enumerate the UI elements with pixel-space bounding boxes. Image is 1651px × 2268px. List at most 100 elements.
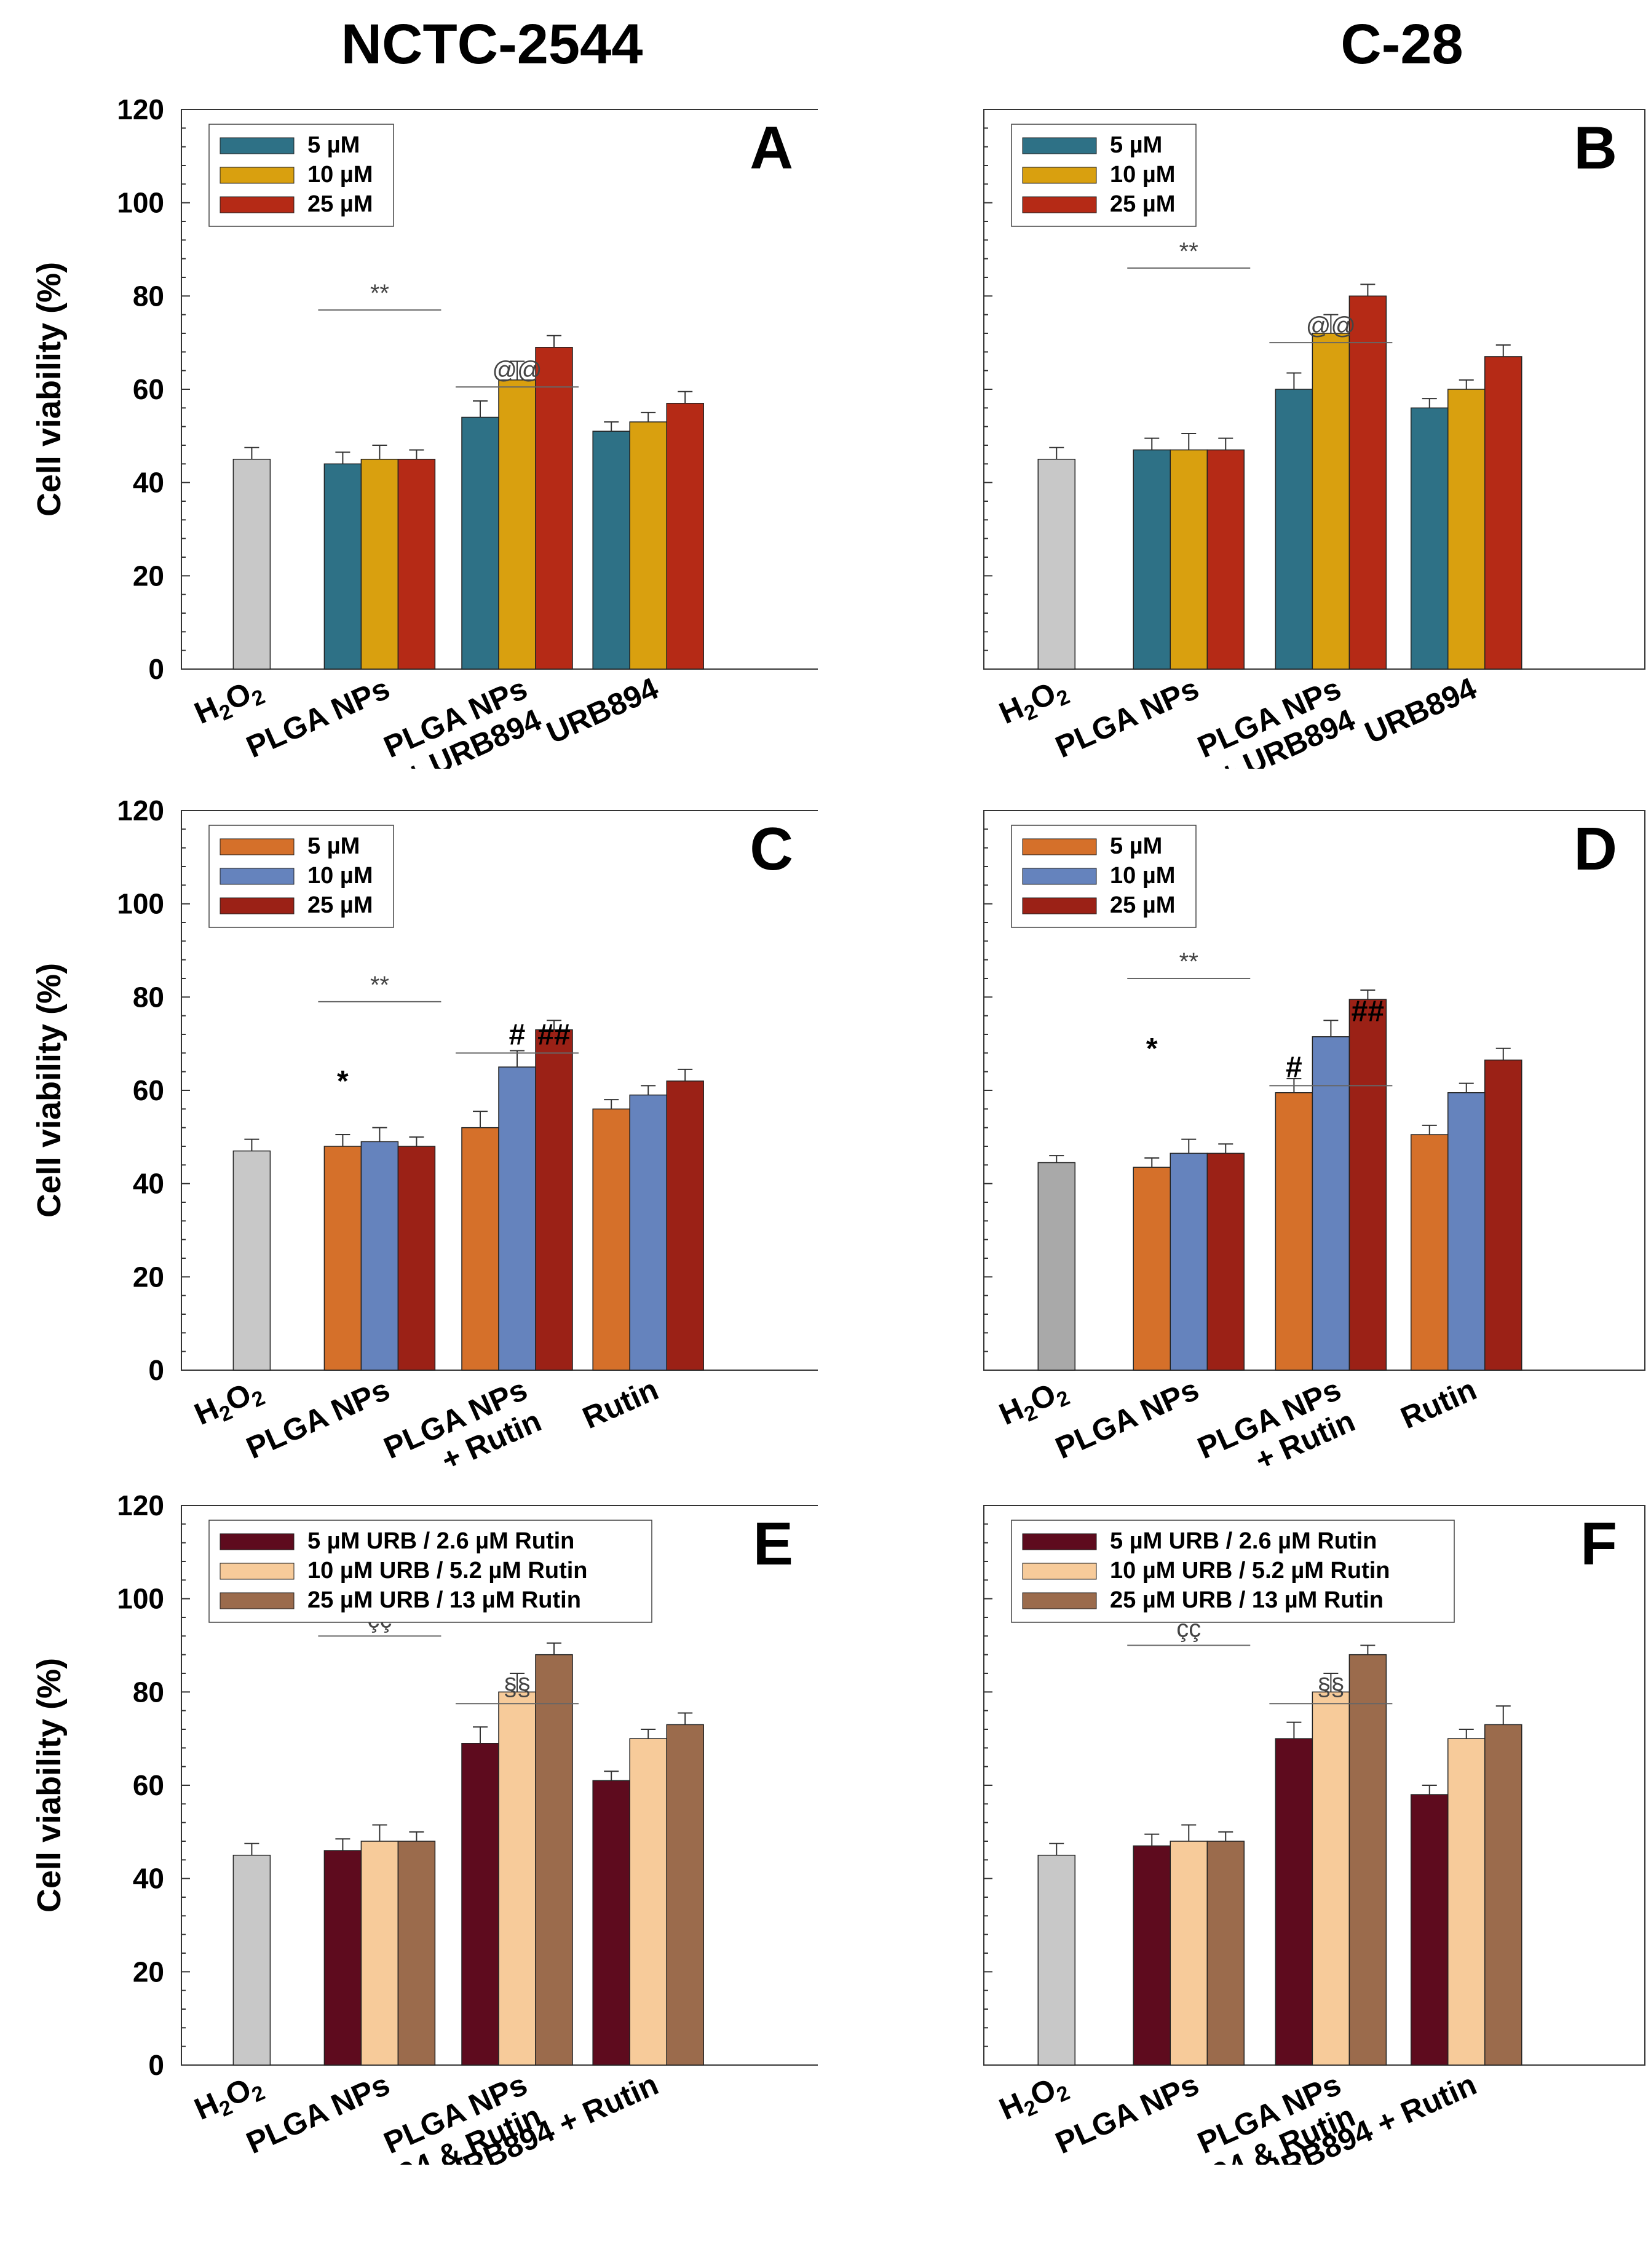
bar-2-3 (535, 1654, 573, 2066)
bar-2-2 (498, 1691, 536, 2066)
significance-marker: ** (1179, 948, 1198, 975)
legend-swatch (1022, 196, 1097, 213)
x-tick-label-group: PLGA NPs (241, 2067, 395, 2160)
legend-swatch (1022, 897, 1097, 914)
y-tick-label: 60 (133, 373, 164, 405)
significance-marker: # (509, 1018, 526, 1051)
legend-label: 25 µM URB / 13 µM Rutin (307, 1587, 581, 1613)
bar-1-1 (1133, 1167, 1171, 1371)
bar-1-3 (1206, 449, 1245, 670)
legend-label: 5 µM URB / 2.6 µM Rutin (307, 1528, 574, 1554)
x-tick-label: H2O2 (994, 671, 1074, 734)
significance-marker: * (337, 1065, 349, 1098)
x-tick-label: PLGA NPs (1050, 2067, 1204, 2160)
legend-swatch (1022, 167, 1097, 184)
x-tick-label-group: PLGA NPs (1050, 2067, 1204, 2160)
bar-1-2 (360, 1841, 399, 2066)
bar-control (1037, 1855, 1075, 2066)
significance-marker: ** (1179, 238, 1198, 265)
bar-1-1 (323, 1850, 362, 2066)
legend-label: 5 µM URB / 2.6 µM Rutin (1110, 1528, 1377, 1554)
legend-swatch (1022, 868, 1097, 885)
x-tick-label: PLGA NPs (241, 1372, 395, 1465)
significance-marker: # (1286, 1051, 1302, 1084)
x-tick-label-group: H2O2 (994, 671, 1074, 734)
x-tick-label-group: PLGA NPs (241, 1372, 395, 1465)
y-tick-label: 100 (117, 1583, 164, 1615)
bar-3-3 (666, 403, 704, 670)
legend-swatch (220, 897, 295, 914)
bar-1-1 (323, 463, 362, 670)
bar-3-2 (629, 1094, 667, 1371)
x-tick-label-group: PLGA NPs+ Rutin (1192, 1372, 1360, 1470)
legend-label: 25 µM (1110, 191, 1175, 217)
chart-panel-b: B ** @@ 5 µM 10 µM 25 µM H2O2 PLGA NPs PLGA NPs +… (830, 86, 1648, 769)
x-tick-label: URB894 (1360, 671, 1481, 750)
bar-3-3 (666, 1080, 704, 1371)
legend-swatch (1022, 1533, 1097, 1550)
legend-swatch (1022, 1592, 1097, 1609)
bar-2-2 (1312, 333, 1350, 670)
bar-2-2 (1312, 1691, 1350, 2066)
x-tick-label-group: PLGA NPs+ URB894 (379, 671, 546, 769)
bar-3-2 (629, 1738, 667, 2066)
legend-swatch (1022, 838, 1097, 855)
bar-2-1 (1275, 1092, 1313, 1371)
legend-label: 25 µM (307, 892, 373, 918)
bar-1-2 (1170, 1152, 1208, 1371)
y-tick-label: 80 (133, 981, 164, 1013)
x-tick-label-group: Rutin (1396, 1372, 1481, 1435)
y-tick-label: 120 (117, 93, 164, 125)
bar-2-3 (1348, 999, 1387, 1371)
bar-2-1 (461, 1127, 499, 1371)
bar-1-2 (1170, 449, 1208, 670)
bar-2-3 (535, 347, 573, 670)
bar-control (1037, 1162, 1075, 1371)
legend-swatch (220, 868, 295, 885)
panel-label: E (753, 1510, 793, 1577)
x-tick-label-group: H2O2 (189, 1372, 269, 1435)
x-tick-label: H2O2 (994, 2067, 1074, 2130)
bar-1-3 (397, 459, 436, 670)
bar-1-1 (1133, 1845, 1171, 2066)
legend-swatch (1022, 137, 1097, 154)
bar-3-1 (1411, 1134, 1449, 1371)
chart-svg-a: 0 20 40 60 80 100 120 Cell viability (%) A ** @@ 5 … (31, 93, 818, 769)
x-tick-label-group: URB894 (542, 671, 663, 750)
x-tick-label-group: H2O2 (189, 671, 269, 734)
panel-label: B (1574, 114, 1617, 181)
bar-1-2 (360, 459, 399, 670)
significance-marker: §§ (1317, 1673, 1345, 1700)
column-title-nctc: NCTC-2544 (341, 13, 643, 76)
panel-label: C (750, 815, 793, 882)
legend-swatch (220, 1563, 295, 1580)
bar-2-2 (498, 379, 536, 670)
x-tick-label: PLGA NPs (241, 2067, 395, 2160)
bar-3-1 (1411, 1794, 1449, 2066)
x-tick-label-group: PLGA NPs (1050, 1372, 1204, 1465)
x-tick-label-group: PLGA NPs+ Rutin (379, 1372, 546, 1470)
legend-label: 25 µM (307, 191, 373, 217)
bar-3-1 (592, 430, 630, 670)
legend-swatch (220, 167, 295, 184)
bar-3-2 (1447, 389, 1486, 670)
bar-2-1 (1275, 389, 1313, 670)
significance-marker: @@ (1306, 312, 1356, 339)
y-tick-label: 40 (133, 467, 164, 499)
significance-marker: ** (370, 972, 389, 999)
panel-label: D (1574, 815, 1617, 882)
x-tick-label: H2O2 (189, 671, 269, 734)
y-axis-label: Cell viability (%) (31, 963, 68, 1218)
y-axis-label: Cell viability (%) (31, 1658, 68, 1913)
bar-control (1037, 459, 1075, 670)
x-tick-label: H2O2 (189, 1372, 269, 1435)
y-tick-label: 20 (133, 1956, 164, 1988)
x-tick-label-group: PLGA NPs+ URB894 (1192, 671, 1360, 769)
legend-label: 5 µM (1110, 132, 1162, 158)
y-tick-label: 60 (133, 1769, 164, 1801)
bar-2-1 (1275, 1738, 1313, 2066)
